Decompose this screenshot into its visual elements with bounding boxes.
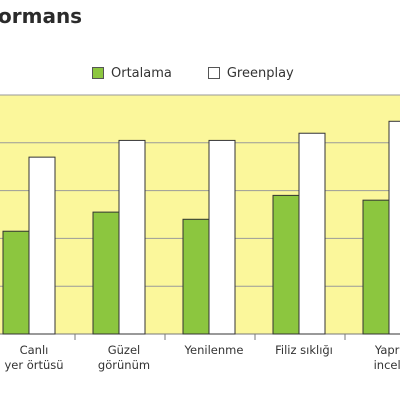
bar-ortalama-1 <box>92 211 120 335</box>
bars <box>2 120 400 335</box>
bar-ortalama-0 <box>2 230 30 335</box>
category-label-1: Güzel görünüm <box>97 343 151 372</box>
bar-ortalama-4 <box>362 199 390 335</box>
legend-label-ortalama: Ortalama <box>111 65 172 81</box>
category-separators <box>74 334 346 340</box>
legend-swatch-ortalama <box>92 67 104 79</box>
legend-item-ortalama: Ortalama <box>92 66 172 81</box>
category-label-4: Yaprak inceliği <box>373 343 400 372</box>
bar-greenplay-4 <box>388 120 400 335</box>
legend: Ortalama Greenplay <box>92 64 330 82</box>
category-label-2: Yenilenme <box>184 343 244 357</box>
legend-label-greenplay: Greenplay <box>226 65 294 81</box>
bar-ortalama-3 <box>272 194 300 335</box>
bar-greenplay-2 <box>208 139 236 335</box>
bar-greenplay-3 <box>298 132 326 335</box>
bar-greenplay-0 <box>28 156 56 335</box>
category-label-3: Filiz sıklığı <box>275 343 333 357</box>
legend-item-greenplay: Greenplay <box>207 65 294 81</box>
bar-greenplay-1 <box>118 139 146 335</box>
chart-title: ormans <box>0 4 83 28</box>
category-label-0: Canlı yer örtüsü <box>4 343 64 372</box>
legend-swatch-greenplay <box>207 67 220 79</box>
gridlines <box>0 94 400 335</box>
bar-ortalama-2 <box>182 218 210 335</box>
